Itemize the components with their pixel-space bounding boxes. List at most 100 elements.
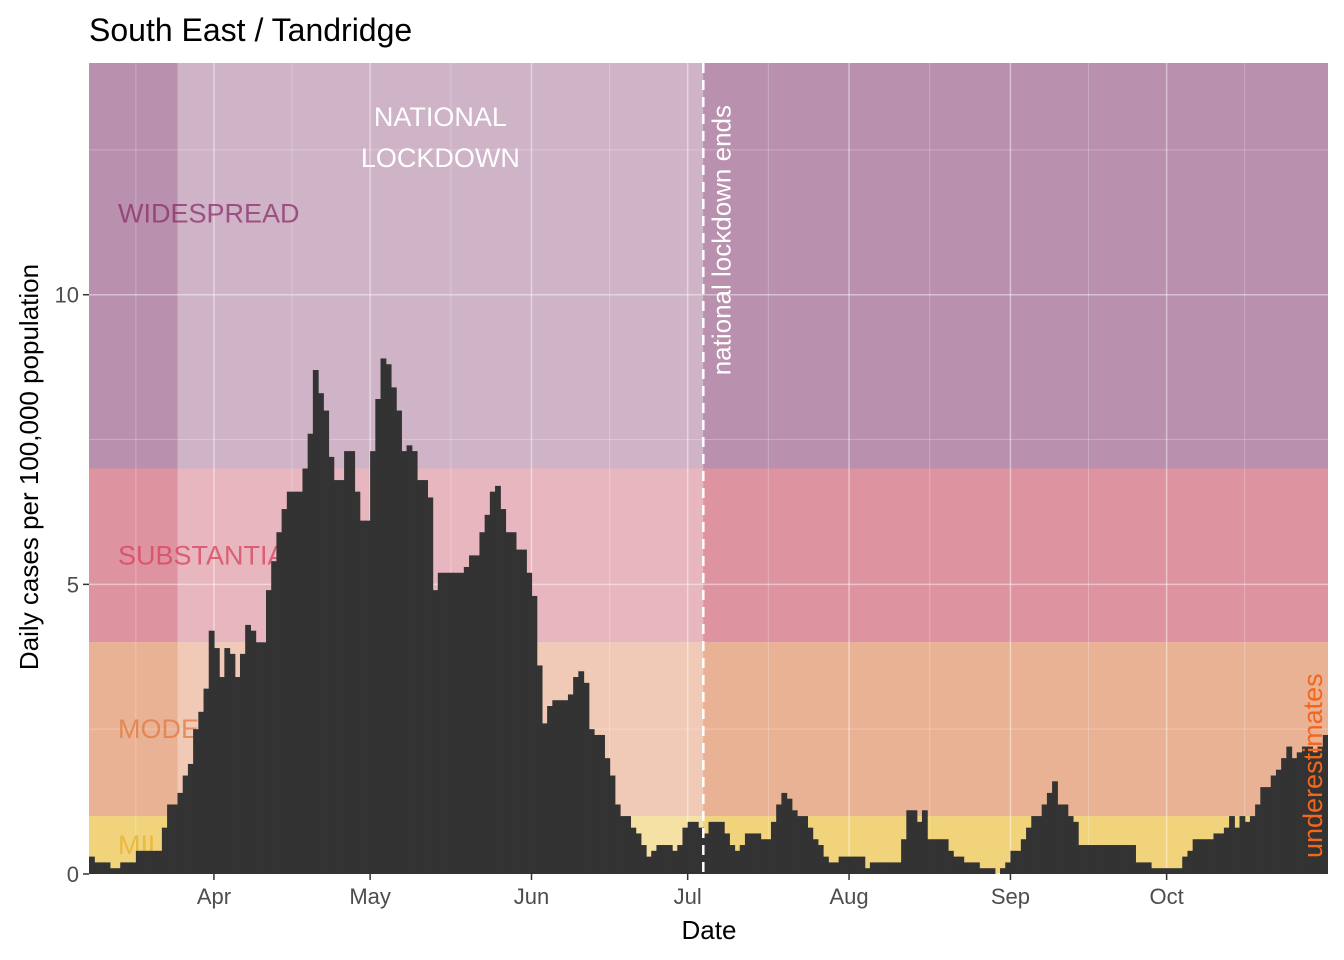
- bar: [1265, 787, 1272, 874]
- bar: [604, 758, 611, 874]
- bar: [411, 451, 418, 874]
- bar: [328, 456, 335, 874]
- bar: [406, 445, 413, 874]
- bar: [370, 451, 376, 874]
- bar: [1260, 787, 1267, 874]
- bar: [890, 862, 897, 874]
- bar: [770, 821, 777, 874]
- bar: [213, 648, 220, 874]
- bar: [318, 393, 324, 874]
- bar: [1000, 868, 1006, 874]
- bar: [135, 850, 142, 874]
- bar: [698, 827, 704, 874]
- bar: [94, 862, 101, 874]
- band-label-widespread: WIDESPREAD: [118, 199, 300, 229]
- bar: [1026, 827, 1032, 874]
- bar: [266, 590, 272, 874]
- bar: [1052, 781, 1058, 874]
- bar: [1156, 868, 1163, 874]
- bar: [599, 734, 605, 874]
- bar: [1124, 845, 1131, 874]
- y-tick-label: 5: [67, 572, 79, 597]
- bar: [1187, 850, 1194, 874]
- bar: [916, 821, 923, 874]
- bar: [1213, 833, 1220, 874]
- bar: [120, 862, 127, 874]
- bar: [1192, 839, 1199, 874]
- bar: [713, 821, 720, 874]
- bar: [1046, 792, 1053, 874]
- bar: [552, 700, 559, 874]
- bar: [1234, 827, 1241, 874]
- bar: [1036, 816, 1043, 874]
- x-axis: Apr May Jun Jul Aug Sep Oct: [197, 874, 1184, 909]
- bar: [1010, 850, 1017, 874]
- bar: [885, 862, 892, 874]
- bar: [443, 572, 449, 874]
- y-axis: 0 5 10: [55, 283, 89, 887]
- bar: [854, 856, 861, 874]
- y-axis-label: Daily cases per 100,000 population: [14, 264, 44, 670]
- chart-title: South East / Tandridge: [89, 12, 412, 48]
- bar: [547, 706, 553, 874]
- bar: [1249, 816, 1256, 874]
- bar: [531, 595, 538, 874]
- bar: [354, 491, 361, 874]
- bar: [1197, 839, 1204, 874]
- bar: [817, 845, 824, 874]
- bar: [573, 677, 579, 874]
- bar: [484, 514, 491, 874]
- bar: [1020, 839, 1027, 874]
- bar: [968, 862, 975, 874]
- bar: [1291, 758, 1298, 874]
- bar: [672, 850, 678, 874]
- bar: [474, 555, 481, 874]
- bar: [625, 816, 632, 874]
- bar: [1135, 862, 1142, 874]
- bar: [942, 839, 949, 874]
- bar: [849, 856, 855, 874]
- bar: [193, 729, 199, 874]
- bar: [432, 590, 439, 874]
- bar: [541, 723, 548, 874]
- bar: [1312, 752, 1319, 874]
- bar: [677, 845, 684, 874]
- bar: [646, 856, 652, 874]
- bar: [1119, 845, 1126, 874]
- bar: [489, 491, 496, 874]
- bar: [1317, 746, 1324, 874]
- bar: [661, 845, 668, 874]
- bar: [567, 694, 574, 874]
- bar: [1239, 816, 1246, 874]
- bar: [859, 856, 866, 874]
- bar: [161, 827, 168, 874]
- bar: [172, 804, 179, 874]
- bar: [927, 839, 933, 874]
- bar: [1140, 862, 1147, 874]
- bar: [151, 850, 158, 874]
- bar: [635, 833, 642, 874]
- bar: [146, 850, 153, 874]
- bar: [1093, 845, 1100, 874]
- bar: [89, 856, 95, 874]
- bar: [182, 775, 189, 874]
- bar: [453, 572, 460, 874]
- bar: [104, 862, 111, 874]
- bar: [380, 358, 387, 874]
- bar: [692, 821, 699, 874]
- bar: [458, 572, 465, 874]
- bar: [724, 833, 730, 874]
- bar: [765, 839, 772, 874]
- y-tick-label: 0: [67, 862, 79, 887]
- bar: [760, 839, 767, 874]
- bar: [911, 810, 918, 874]
- bar: [526, 572, 533, 874]
- bar: [349, 451, 356, 874]
- bar: [1151, 868, 1157, 874]
- bar: [1083, 845, 1090, 874]
- bar: [1301, 746, 1308, 874]
- bar: [245, 624, 251, 874]
- bar: [312, 370, 319, 874]
- bar: [781, 792, 788, 874]
